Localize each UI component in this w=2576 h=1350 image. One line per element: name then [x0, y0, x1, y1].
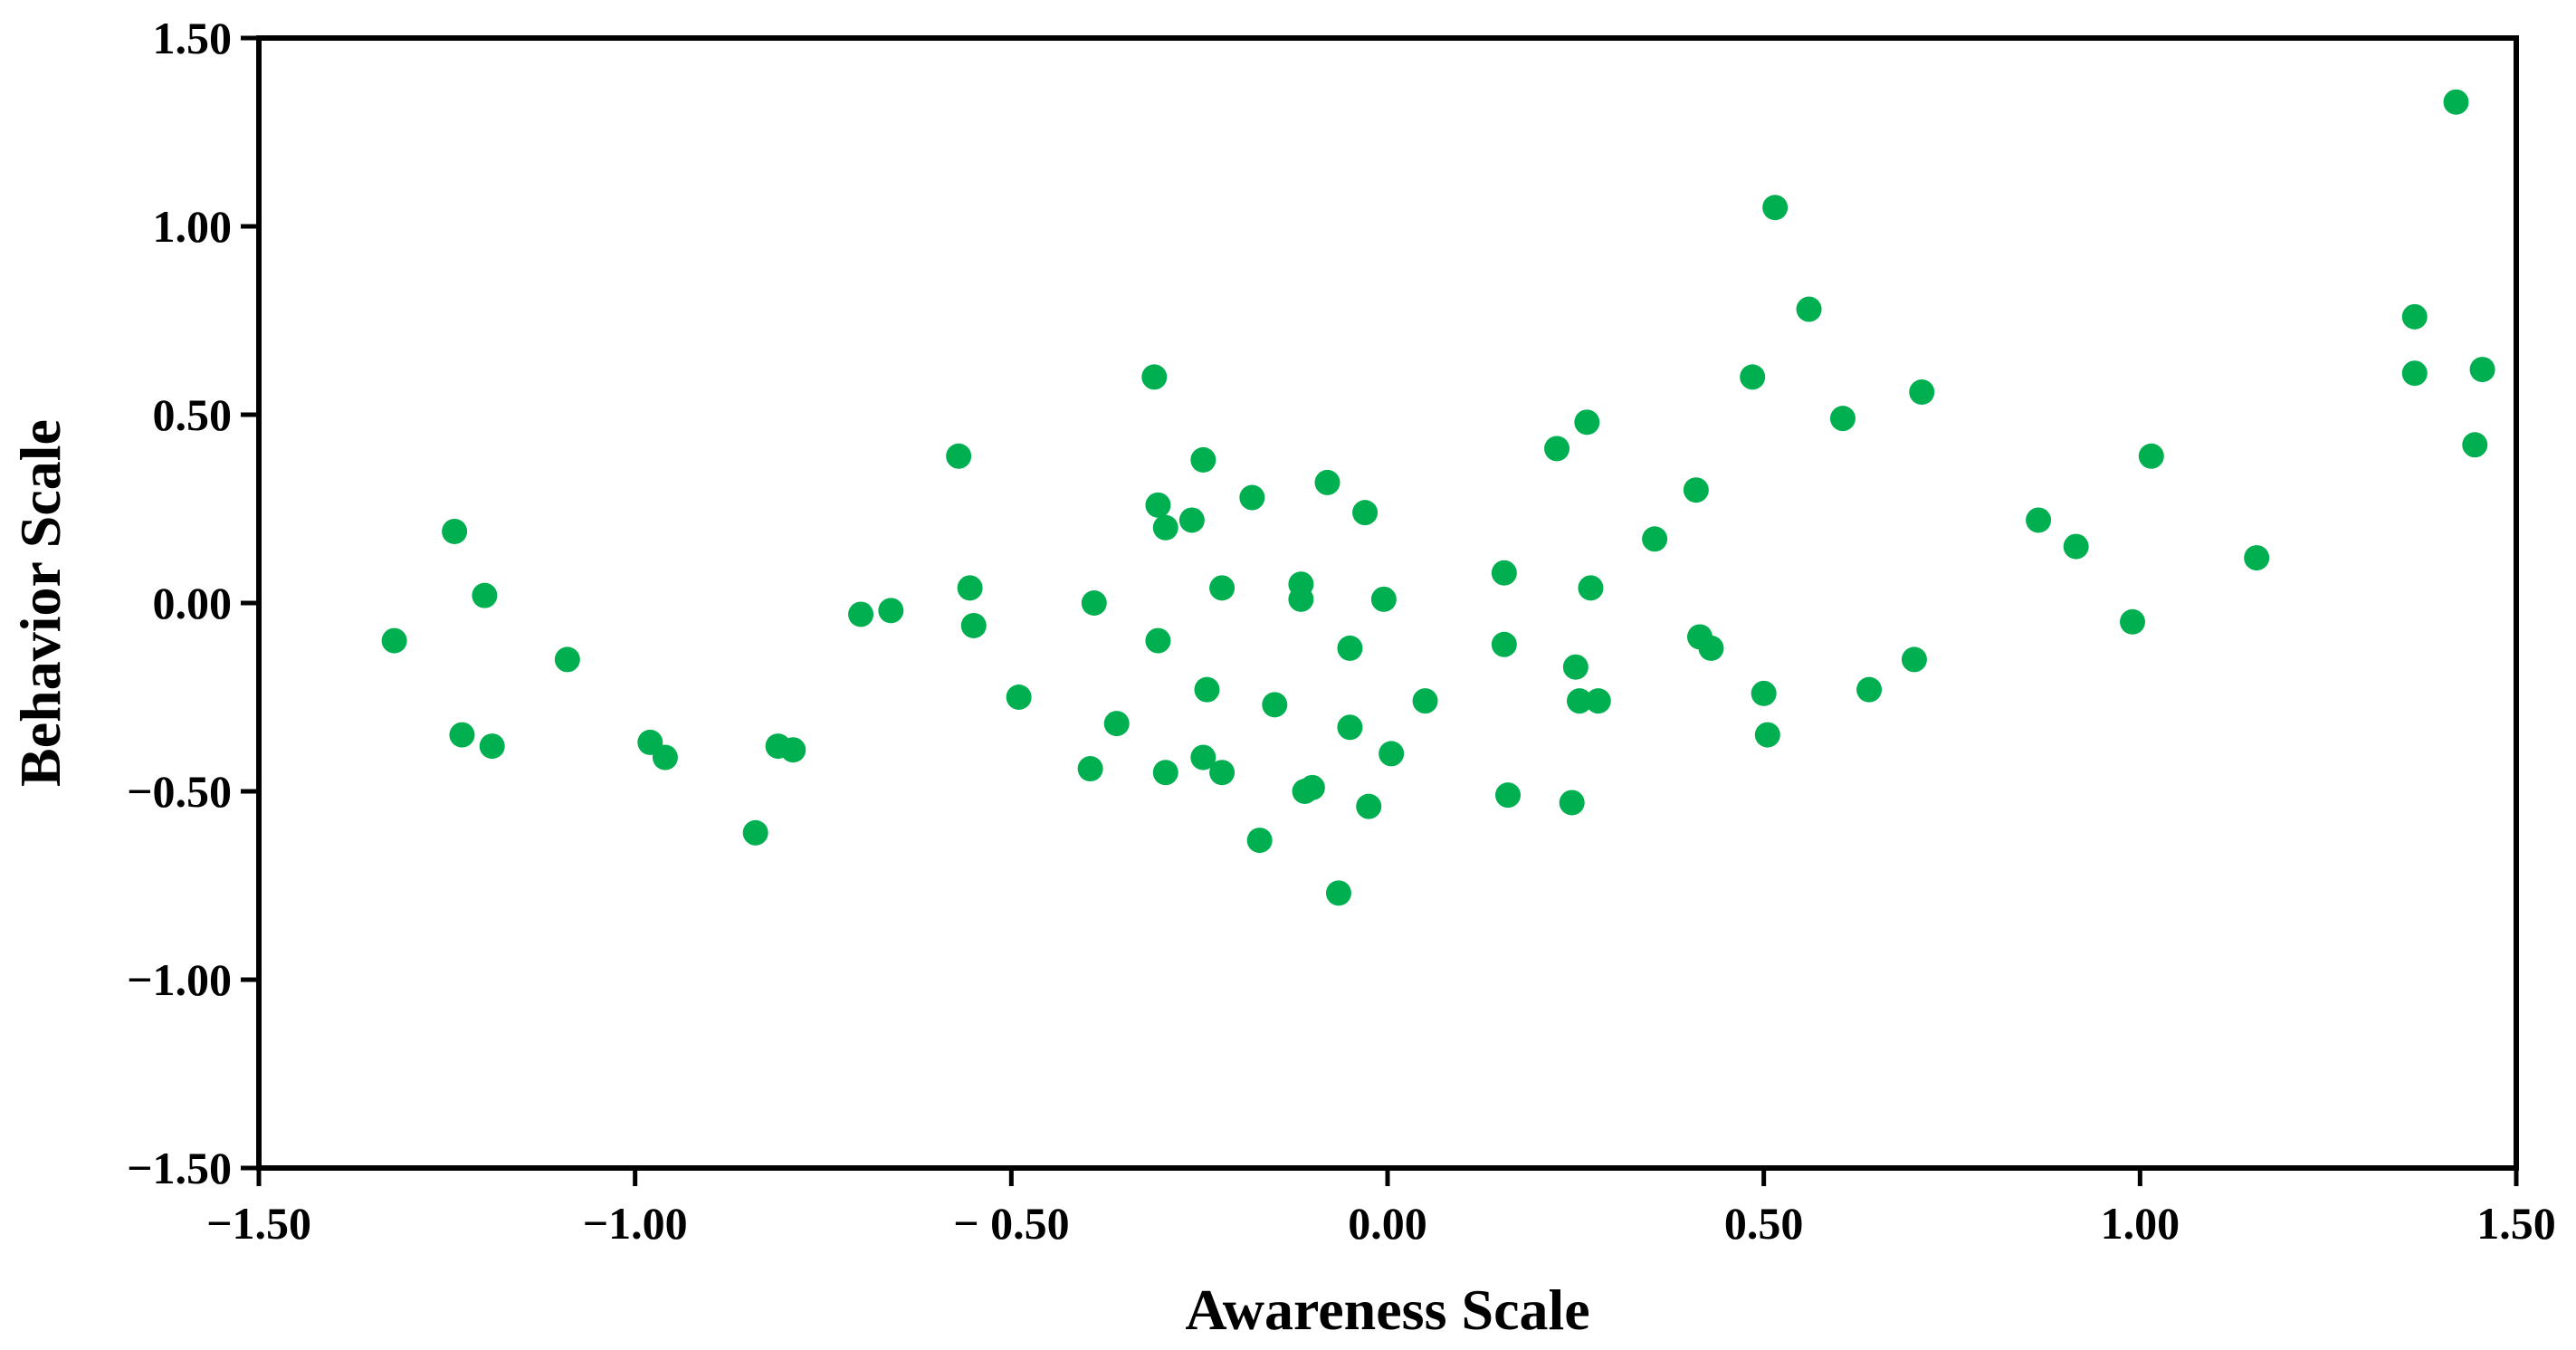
data-point	[1152, 514, 1178, 541]
data-point	[1796, 296, 1822, 322]
data-point	[946, 443, 972, 469]
data-point	[1337, 635, 1363, 661]
data-point	[1909, 379, 1935, 406]
data-point	[1314, 469, 1340, 495]
data-point	[2026, 507, 2052, 533]
data-point	[1325, 880, 1351, 906]
data-point	[1337, 714, 1363, 741]
data-point	[1103, 711, 1130, 737]
data-point	[1356, 793, 1382, 819]
data-point	[1370, 586, 1397, 612]
x-axis-tick-labels: −1.50 −1.00 − 0.50 0.00 0.50 1.00 1.50	[206, 1198, 2556, 1249]
data-point	[1642, 526, 1668, 552]
data-point	[1856, 676, 1883, 703]
y-tick-label: 1.50	[153, 13, 233, 63]
data-point	[1751, 680, 1777, 706]
data-point	[1574, 409, 1600, 436]
x-tick-label: −1.50	[206, 1198, 311, 1249]
data-point	[479, 733, 505, 760]
data-point	[1566, 688, 1592, 714]
data-point	[1491, 631, 1517, 657]
data-point	[2138, 443, 2164, 469]
data-point	[381, 627, 407, 654]
data-point	[1239, 484, 1265, 511]
data-point	[652, 744, 678, 771]
data-point	[1152, 760, 1178, 786]
data-point	[1585, 688, 1611, 714]
y-tick-label: 1.00	[153, 201, 233, 252]
data-point	[2401, 303, 2428, 330]
y-tick-label: −0.50	[127, 766, 232, 817]
y-tick-label: 0.50	[153, 389, 233, 440]
y-axis-title: Behavior Scale	[8, 419, 72, 787]
data-point	[780, 737, 806, 763]
y-tick-label: −1.50	[127, 1143, 232, 1193]
data-point	[2120, 608, 2146, 635]
data-point	[2244, 545, 2270, 571]
y-tick-label: 0.00	[153, 578, 233, 628]
data-point	[1246, 828, 1273, 854]
x-tick-label: −1.00	[583, 1198, 688, 1249]
data-point	[1209, 575, 1236, 601]
x-tick-label: 1.00	[2101, 1198, 2180, 1249]
data-point	[2063, 533, 2089, 560]
data-point	[742, 819, 768, 846]
data-point	[1754, 722, 1780, 748]
data-point	[2469, 357, 2495, 383]
data-point	[449, 722, 475, 748]
data-point	[1190, 446, 1216, 473]
data-point	[1006, 685, 1032, 710]
data-point	[2462, 432, 2488, 458]
data-point	[1077, 756, 1103, 782]
x-tick-label: 0.00	[1348, 1198, 1427, 1249]
data-point	[957, 575, 983, 601]
data-point	[1698, 635, 1724, 661]
data-point	[878, 598, 904, 624]
data-point	[1299, 774, 1325, 800]
data-point	[2401, 360, 2428, 387]
data-point	[1412, 688, 1438, 714]
data-point	[554, 646, 580, 673]
data-point	[1740, 364, 1766, 390]
data-point	[1081, 590, 1107, 616]
data-point	[1762, 195, 1789, 221]
data-point	[1194, 676, 1220, 703]
data-point	[1562, 654, 1589, 680]
y-tick-label: −1.00	[127, 954, 232, 1005]
data-point	[848, 601, 874, 627]
data-point	[1288, 586, 1314, 612]
data-point	[1209, 760, 1236, 786]
x-axis-ticks	[256, 1168, 2519, 1186]
x-axis-title: Awareness Scale	[1185, 1278, 1589, 1342]
data-point	[960, 612, 987, 638]
data-point	[1491, 560, 1517, 586]
x-tick-label: − 0.50	[953, 1198, 1070, 1249]
data-point	[1352, 500, 1379, 526]
data-point	[1190, 744, 1216, 771]
data-point	[1901, 646, 1927, 673]
data-point	[1262, 692, 1288, 718]
plot-area-frame	[256, 35, 2519, 1171]
data-point	[1178, 507, 1205, 533]
data-point	[442, 518, 468, 544]
data-point	[1141, 364, 1168, 390]
data-point	[1145, 492, 1171, 518]
data-point	[1379, 741, 1405, 767]
data-point	[1578, 575, 1604, 601]
data-point	[1145, 627, 1171, 654]
data-point	[1829, 406, 1856, 432]
data-points	[381, 89, 2495, 906]
data-point	[472, 582, 498, 608]
data-point	[1495, 782, 1522, 809]
data-point	[1683, 477, 1709, 503]
x-tick-label: 0.50	[1724, 1198, 1804, 1249]
y-axis-tick-labels: −1.50 −1.00 −0.50 0.00 0.50 1.00 1.50	[127, 13, 232, 1193]
data-point	[1544, 436, 1570, 462]
x-tick-label: 1.50	[2476, 1198, 2556, 1249]
data-point	[1559, 790, 1585, 816]
data-point	[2443, 89, 2469, 115]
y-axis-ticks	[241, 35, 259, 1171]
